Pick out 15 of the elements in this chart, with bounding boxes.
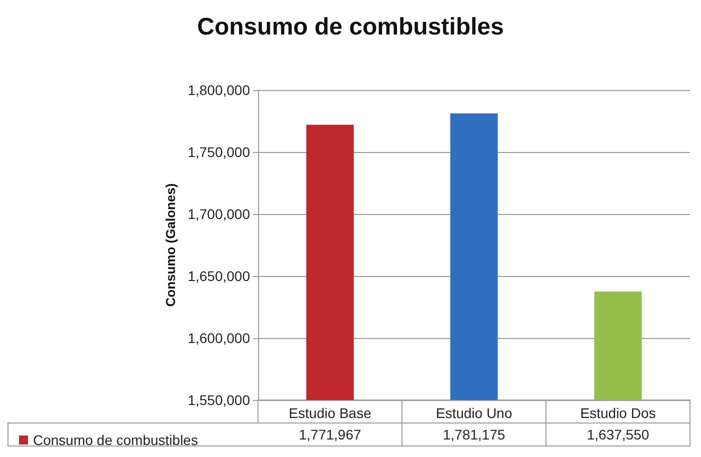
y-tick-label: 1,700,000 [188, 206, 250, 222]
data-label: 1,771,967 [298, 426, 362, 442]
x-tick-label: Estudio Uno [436, 405, 512, 421]
y-tick-label: 1,750,000 [188, 144, 250, 160]
chart-title: Consumo de combustibles [197, 14, 504, 40]
data-label: 1,637,550 [586, 426, 650, 442]
y-axis-title: Consumo (Galones) [162, 183, 178, 307]
data-label: 1,781,175 [442, 426, 506, 442]
y-tick-label: 1,600,000 [188, 330, 250, 346]
y-tick-label: 1,800,000 [188, 82, 250, 98]
x-tick-label: Estudio Base [288, 405, 372, 421]
x-tick-label: Estudio Dos [580, 405, 656, 421]
legend-label: Consumo de combustibles [33, 432, 198, 448]
y-tick-label: 1,650,000 [188, 268, 250, 284]
y-tick-label: 1,550,000 [188, 392, 250, 408]
